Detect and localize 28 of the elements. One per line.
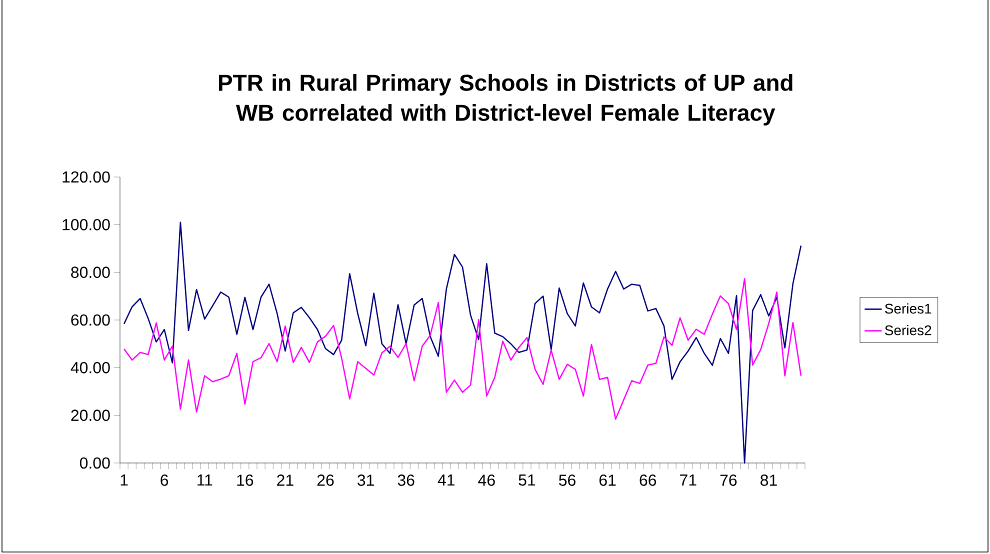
- x-tick-label: 61: [599, 474, 616, 486]
- chart-title: PTR in Rural Primary Schools in Districts of UP and WB correlated with District-level Female Literacy: [219, 74, 792, 126]
- line-series: [123, 222, 802, 464]
- x-tick-label: 26: [317, 474, 334, 486]
- x-tick-label: 6: [160, 474, 168, 486]
- y-tick-label: 20.00: [71, 410, 110, 421]
- x-tick-label: 71: [680, 474, 696, 486]
- x-tick-label: 46: [478, 474, 495, 486]
- x-tick-label: 21: [277, 474, 294, 486]
- x-tick-label: 51: [518, 474, 536, 486]
- y-tick-label: 120.00: [62, 171, 110, 183]
- x-tick-label: 56: [559, 474, 576, 486]
- x-tick-label: 81: [760, 474, 777, 486]
- y-tick-label: 0.00: [80, 457, 110, 469]
- x-tick-label: 41: [438, 474, 454, 486]
- x-tick-label: 36: [398, 474, 414, 486]
- x-tick-label: 16: [237, 474, 254, 486]
- x-tick-label: 76: [720, 474, 737, 486]
- y-tick-label: 60.00: [71, 314, 110, 326]
- x-tick-label: 1: [120, 474, 128, 486]
- y-tick-label: 100.00: [62, 219, 110, 230]
- x-tick-label: 31: [358, 474, 374, 486]
- x-tick-label: 66: [640, 474, 656, 486]
- legend-label: Series2: [885, 324, 932, 336]
- y-tick-label: 40.00: [70, 362, 110, 374]
- x-tick-label: 11: [198, 474, 212, 486]
- legend-label: Series1: [885, 303, 932, 314]
- y-tick-label: 80.00: [71, 266, 110, 278]
